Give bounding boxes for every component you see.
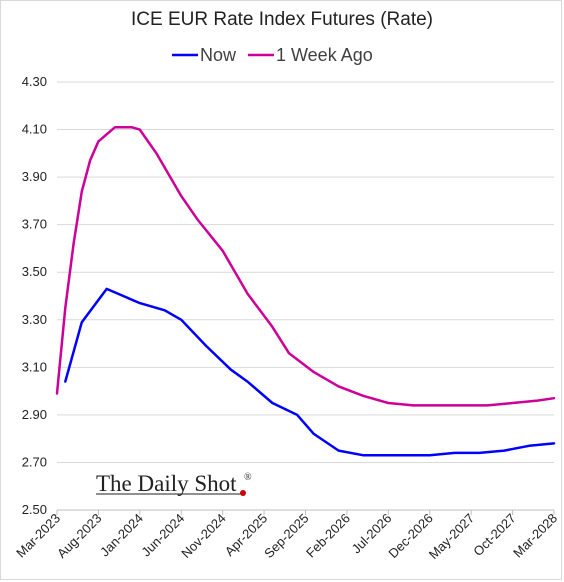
x-axis-ticks: Mar-2023Aug-2023Jan-2024Jun-2024Nov-2024… — [13, 510, 560, 562]
x-tick-label: Aug-2023 — [54, 511, 104, 561]
watermark-logo: The Daily Shot ® — [96, 471, 252, 496]
x-tick-label: May-2027 — [426, 511, 477, 562]
x-tick-label: Mar-2028 — [510, 511, 560, 561]
y-tick-label: 4.10 — [22, 122, 47, 137]
legend: Now 1 Week Ago — [172, 45, 373, 65]
watermark-dot — [240, 490, 246, 496]
x-tick-label: Feb-2026 — [303, 511, 353, 561]
y-tick-label: 2.90 — [22, 407, 47, 422]
legend-label-now: Now — [200, 45, 237, 65]
gridlines — [57, 81, 554, 463]
legend-label-1-week-ago: 1 Week Ago — [276, 45, 373, 65]
y-tick-label: 3.30 — [22, 312, 47, 327]
y-tick-label: 3.10 — [22, 359, 47, 374]
y-tick-label: 4.30 — [22, 74, 47, 89]
x-tick-label: Jan-2024 — [97, 511, 146, 560]
y-tick-label: 2.70 — [22, 454, 47, 469]
y-tick-label: 3.90 — [22, 169, 47, 184]
chart-title: ICE EUR Rate Index Futures (Rate) — [131, 9, 433, 30]
watermark-registered-mark: ® — [244, 472, 252, 483]
series-lines — [55, 125, 556, 457]
y-tick-label: 3.70 — [22, 217, 47, 232]
y-tick-label: 3.50 — [22, 264, 47, 279]
y-axis-ticks: 2.50 2.70 2.90 3.10 3.30 3.50 3.70 3.90 4.10 4.30 — [22, 74, 47, 517]
x-tick-label: Nov-2024 — [178, 511, 228, 561]
watermark-text: The Daily Shot — [96, 471, 237, 496]
series-line-now — [64, 287, 556, 457]
y-tick-label: 2.50 — [22, 502, 47, 517]
x-tick-label: Sep-2025 — [261, 511, 311, 561]
series-line-1-week-ago — [55, 125, 556, 407]
